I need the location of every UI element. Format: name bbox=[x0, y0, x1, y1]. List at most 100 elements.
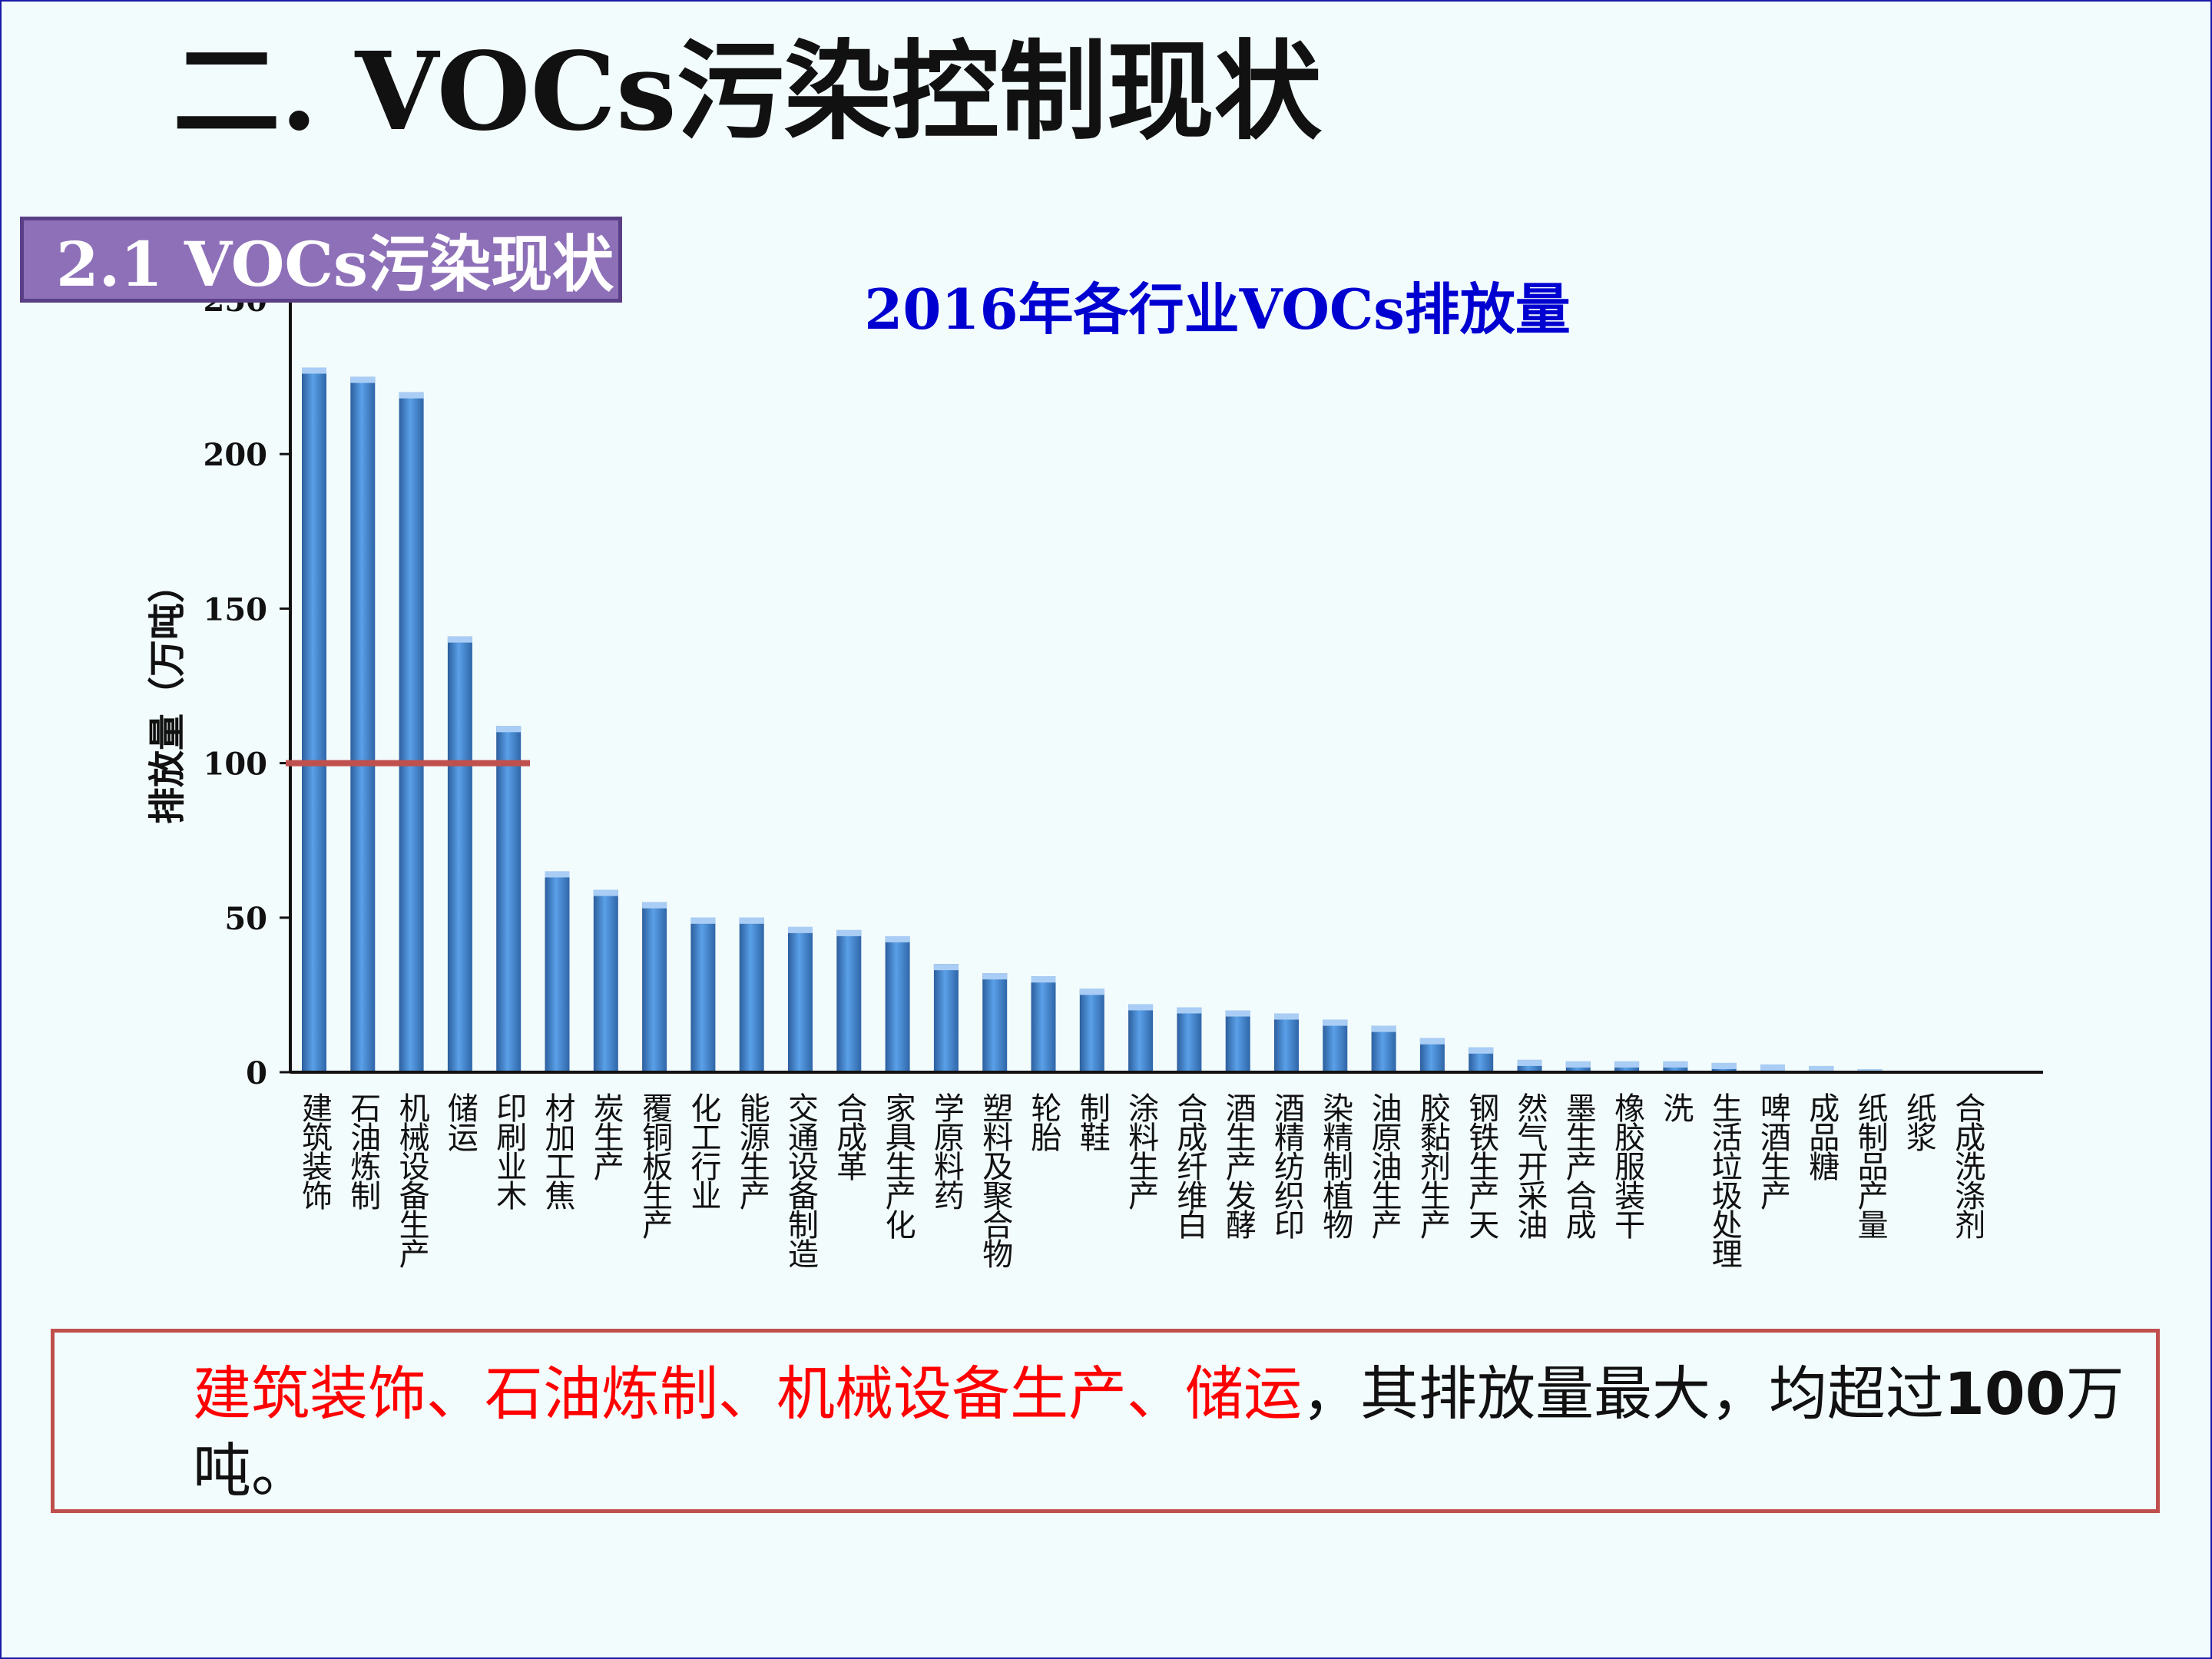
bar-cap bbox=[399, 392, 424, 399]
bar-cap bbox=[1809, 1065, 1834, 1072]
bar bbox=[885, 935, 910, 1072]
bar-cap bbox=[885, 935, 910, 942]
bar-cap bbox=[1079, 988, 1104, 995]
x-tick-label: 学原料药 bbox=[929, 1092, 964, 1210]
bar-cap bbox=[1517, 1059, 1542, 1066]
bar bbox=[1225, 1010, 1250, 1072]
x-tick-label: 墨生产合成 bbox=[1561, 1092, 1596, 1239]
x-tick-label: 石油炼制 bbox=[345, 1092, 381, 1210]
bar-cap bbox=[1225, 1010, 1250, 1017]
callout-text: 建筑装饰、石油炼制、机械设备生产、储运，其排放量最大，均超过100万吨。 bbox=[193, 1356, 2144, 1509]
x-tick-label: 能源生产 bbox=[734, 1092, 770, 1210]
x-tick-label: 洗 bbox=[1657, 1092, 1693, 1122]
bar bbox=[1128, 1004, 1154, 1072]
callout-highlight: 建筑装饰、石油炼制、机械设备生产、储运 bbox=[193, 1359, 1302, 1428]
bar-cap bbox=[982, 973, 1008, 980]
y-tick-label: 200 bbox=[204, 437, 268, 473]
bar bbox=[1323, 1019, 1348, 1072]
x-tick-label: 家具生产化 bbox=[880, 1092, 916, 1239]
y-tick-label: 150 bbox=[204, 591, 268, 628]
bar-cap bbox=[739, 917, 764, 924]
bar bbox=[788, 926, 813, 1072]
x-tick-label: 炭生产 bbox=[588, 1092, 624, 1181]
section-badge: 2.1 VOCs污染现状 bbox=[20, 217, 622, 303]
bar-cap bbox=[593, 889, 618, 896]
bar-cap bbox=[496, 726, 522, 733]
bar-cap bbox=[1031, 976, 1056, 983]
bar-cap bbox=[642, 902, 667, 909]
bar-cap bbox=[1469, 1047, 1494, 1054]
x-tick-label: 建筑装饰 bbox=[296, 1092, 332, 1210]
y-axis-label: 排放量（万吨） bbox=[146, 566, 189, 824]
x-tick-label: 材加工焦 bbox=[540, 1092, 575, 1210]
bar-cap bbox=[1857, 1068, 1883, 1072]
bar-cap bbox=[690, 917, 716, 924]
bar-cap bbox=[1371, 1025, 1396, 1032]
bar-cap bbox=[1323, 1019, 1348, 1026]
bar-cap bbox=[1760, 1064, 1785, 1071]
page-title: 二. VOCs污染控制现状 bbox=[173, 29, 1322, 155]
bar bbox=[1274, 1013, 1299, 1072]
chart-title: 2016年各行业VOCs排放量 bbox=[864, 276, 1571, 342]
bar-cap bbox=[1274, 1013, 1299, 1020]
bar-cap bbox=[1565, 1061, 1591, 1068]
bar bbox=[302, 367, 326, 1072]
bar bbox=[1031, 976, 1056, 1072]
bar bbox=[1079, 988, 1104, 1072]
bar bbox=[642, 902, 667, 1072]
callout-number: 100 bbox=[1944, 1359, 2066, 1428]
bar bbox=[447, 636, 472, 1072]
bar bbox=[545, 871, 570, 1072]
x-tick-label: 合成革 bbox=[831, 1092, 866, 1181]
x-tick-label: 交通设备制造 bbox=[783, 1092, 818, 1268]
bar bbox=[690, 917, 716, 1072]
bar-cap bbox=[836, 929, 862, 936]
x-tick-label: 覆铜板生产 bbox=[637, 1092, 672, 1240]
x-tick-label: 制鞋 bbox=[1075, 1092, 1110, 1151]
bar bbox=[350, 376, 376, 1073]
bar-cap bbox=[350, 376, 376, 383]
x-tick-label: 塑料及聚合物 bbox=[977, 1092, 1012, 1268]
x-tick-label: 纸制品产量 bbox=[1853, 1092, 1888, 1238]
x-tick-label: 啤酒生产 bbox=[1755, 1092, 1790, 1210]
x-tick-label: 成品糖 bbox=[1803, 1092, 1839, 1181]
y-tick-label: 0 bbox=[246, 1055, 267, 1091]
bar-cap bbox=[302, 367, 326, 374]
x-tick-label: 油原油生产 bbox=[1366, 1092, 1402, 1240]
bar-cap bbox=[1614, 1061, 1640, 1068]
bar bbox=[399, 392, 424, 1073]
x-tick-label: 轮胎 bbox=[1026, 1092, 1062, 1152]
x-tick-label: 印刷业木 bbox=[491, 1092, 526, 1210]
callout-text-1: ，其排放量最大，均超过 bbox=[1302, 1359, 1944, 1428]
x-tick-label: 然气开采油 bbox=[1512, 1092, 1548, 1239]
bar-cap bbox=[1711, 1062, 1737, 1069]
bar bbox=[1371, 1025, 1396, 1072]
x-tick-label: 合成洗涤剂 bbox=[1949, 1092, 1985, 1239]
x-tick-label: 胶黏剂生产 bbox=[1415, 1092, 1450, 1240]
bar bbox=[1177, 1007, 1202, 1072]
x-tick-label: 生活垃圾处理 bbox=[1707, 1092, 1742, 1267]
bar bbox=[933, 964, 959, 1072]
callout-text-2: 万吨。 bbox=[193, 1359, 2124, 1505]
bar bbox=[739, 917, 764, 1072]
bar bbox=[982, 973, 1008, 1072]
bar-cap bbox=[1177, 1007, 1202, 1014]
bar-cap bbox=[545, 871, 570, 878]
bar bbox=[836, 929, 862, 1072]
bar-cap bbox=[1663, 1061, 1688, 1068]
x-tick-label: 钢铁生产天 bbox=[1463, 1092, 1498, 1239]
x-tick-label: 化工行业 bbox=[685, 1092, 721, 1209]
conclusion-callout: 建筑装饰、石油炼制、机械设备生产、储运，其排放量最大，均超过100万吨。 bbox=[51, 1329, 2160, 1513]
bar-cap bbox=[447, 636, 472, 643]
bar-cap bbox=[933, 964, 959, 971]
bar-cap bbox=[788, 926, 813, 933]
x-tick-label: 机械设备生产 bbox=[394, 1092, 429, 1269]
x-tick-label: 储运 bbox=[442, 1092, 478, 1151]
x-tick-label: 染精制植物 bbox=[1317, 1092, 1353, 1239]
x-tick-label: 酒生产发酵 bbox=[1220, 1092, 1256, 1239]
y-tick-label: 100 bbox=[204, 747, 268, 783]
x-tick-label: 纸浆 bbox=[1901, 1092, 1936, 1151]
bar bbox=[496, 726, 522, 1072]
y-tick-label: 50 bbox=[224, 901, 267, 937]
